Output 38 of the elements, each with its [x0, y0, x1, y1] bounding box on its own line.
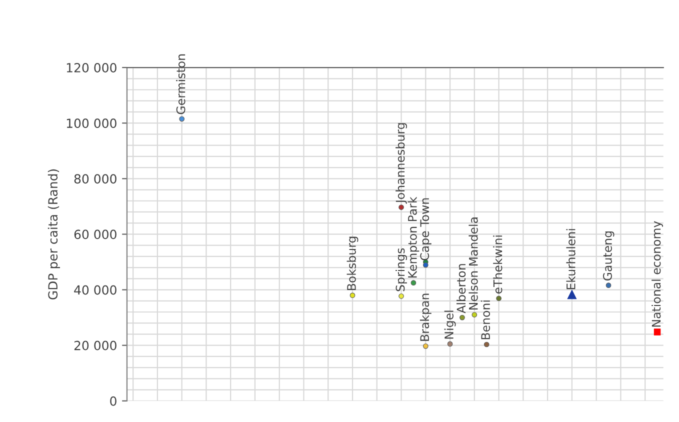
point	[398, 293, 404, 299]
point	[606, 282, 612, 288]
text: Gauteng	[603, 232, 614, 280]
text: Johannesburg	[396, 123, 407, 204]
point	[179, 116, 185, 122]
y-tick-label: 20 000	[74, 340, 116, 350]
text: Brakpan	[420, 294, 432, 341]
y-tick-label: 80 000	[74, 174, 116, 184]
point	[398, 204, 404, 210]
point	[447, 341, 453, 347]
text: Boksburg	[346, 236, 358, 290]
text: Cape Town	[420, 198, 432, 260]
point	[460, 314, 465, 320]
text: Ekurhuleni	[566, 229, 576, 290]
point	[422, 262, 428, 268]
y-tick-label: 120 000	[66, 62, 116, 72]
y-tick-label: 100 000	[66, 118, 116, 128]
point	[472, 312, 478, 318]
point	[496, 296, 502, 302]
y-tick-label: 0	[110, 396, 116, 406]
point	[567, 290, 577, 300]
text: Germiston	[176, 54, 186, 114]
text: Kempton Park	[408, 196, 420, 278]
point	[350, 292, 356, 298]
text: Springs	[396, 248, 407, 292]
y-tick-label: 60 000	[74, 230, 116, 240]
point	[410, 280, 416, 286]
point	[484, 342, 490, 348]
point	[422, 343, 428, 349]
y-tick-label: 40 000	[74, 285, 116, 295]
y-axis-title: GDP per caita (Rand)	[48, 169, 60, 300]
text: Nelson Mandela	[468, 218, 478, 310]
text: Nigel	[444, 310, 456, 339]
point	[654, 328, 661, 336]
text: eThekwini	[493, 236, 502, 294]
text: Alberton	[456, 264, 466, 314]
text: Benoni	[480, 300, 490, 340]
text: National economy	[652, 221, 663, 327]
